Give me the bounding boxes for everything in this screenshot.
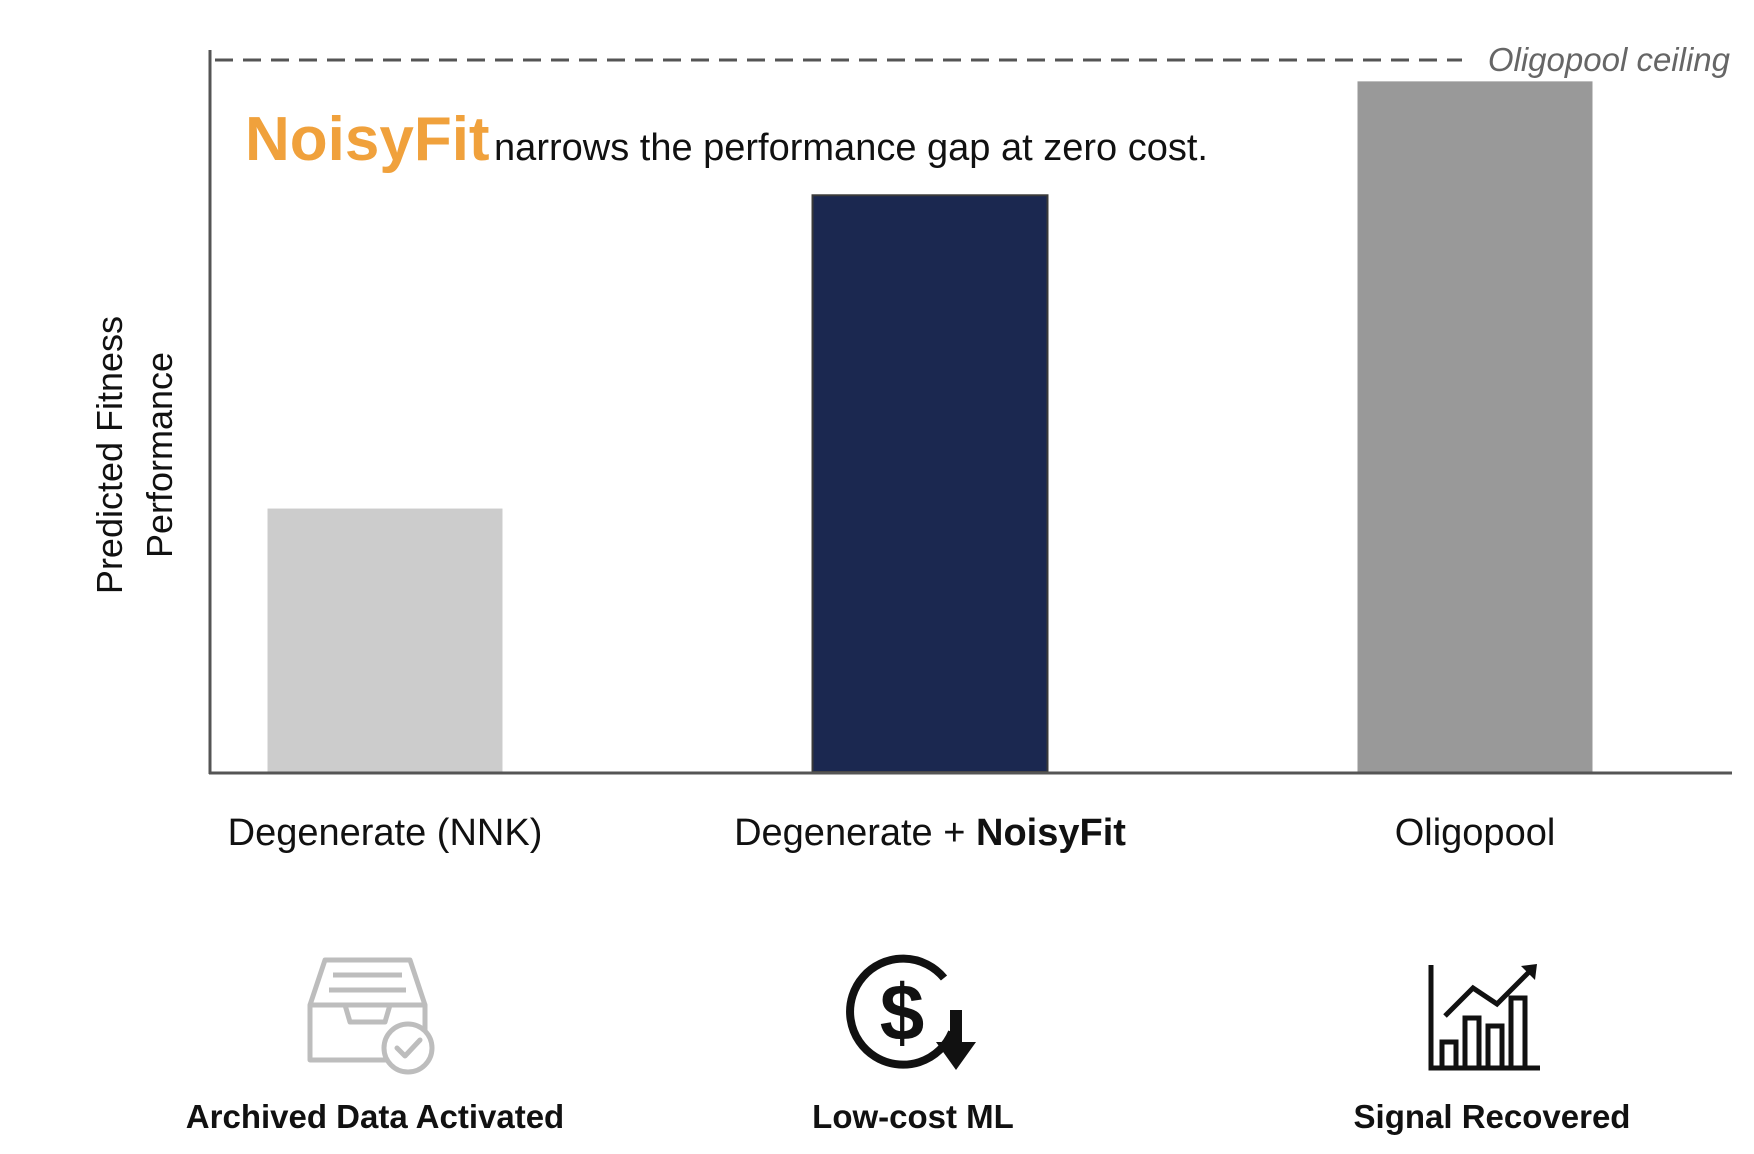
feature-label-signal: Signal Recovered (1353, 1098, 1631, 1135)
archive-check-icon (307, 957, 435, 1075)
feature-label-archived: Archived Data Activated (185, 1098, 565, 1135)
y-axis-label-line1: Predicted Fitness (89, 316, 130, 594)
x-tick-label-1: Degenerate (NNK) (228, 812, 543, 854)
y-axis-label-line2: Performance (139, 352, 180, 558)
feature-label-low-cost: Low-cost ML (812, 1098, 1014, 1135)
x-tick-labels: Degenerate (NNK) Degenerate + NoisyFit Oli… (228, 812, 1556, 854)
dollar-down-icon: $ (846, 954, 976, 1070)
bar-1 (267, 508, 503, 772)
bar-3 (1357, 81, 1593, 773)
ceiling-label: Oligopool ceiling (1488, 41, 1731, 78)
x-tick-label-2: Degenerate + NoisyFit (734, 812, 1126, 854)
bars-group (267, 81, 1593, 773)
bar-2 (811, 194, 1049, 773)
bar-chart: Oligopool ceiling NoisyFit narrows the p… (89, 41, 1732, 854)
title-highlight: NoisyFit (245, 105, 490, 174)
chart-title: NoisyFit narrows the performance gap at … (245, 105, 1208, 174)
x-tick-label-3: Oligopool (1395, 812, 1556, 854)
title-rest: narrows the performance gap at zero cost… (494, 127, 1208, 169)
y-axis-label: Predicted Fitness Performance (89, 316, 180, 594)
svg-text:$: $ (880, 968, 925, 1057)
growth-chart-icon (1428, 964, 1540, 1071)
